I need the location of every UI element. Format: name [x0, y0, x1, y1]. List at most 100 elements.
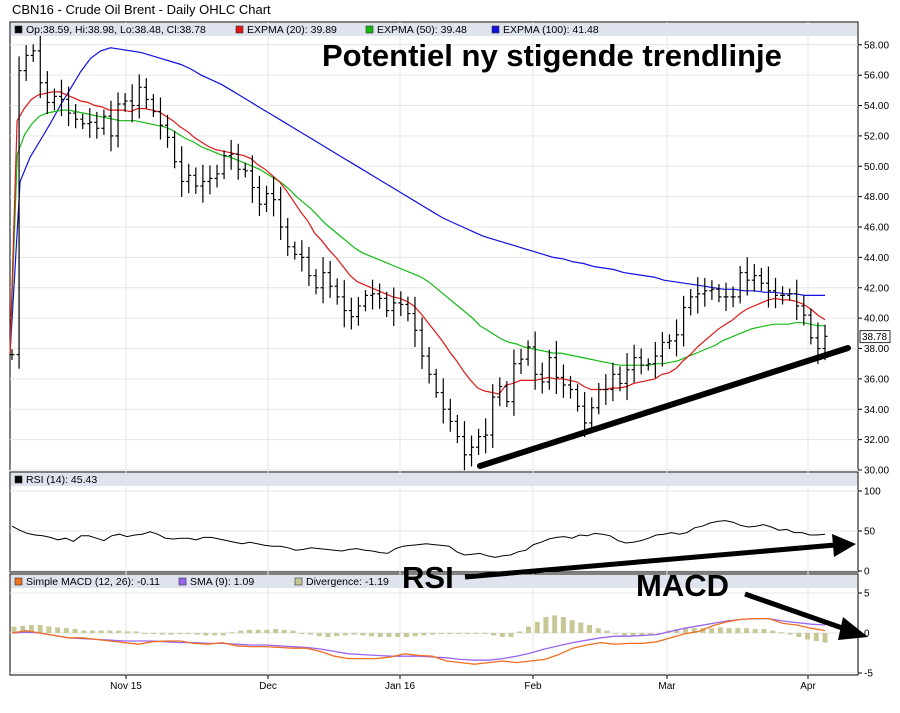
divergence-bar [334, 633, 340, 637]
x-tick-label: Mar [658, 681, 676, 692]
divergence-bar [464, 633, 470, 634]
divergence-bar [787, 633, 793, 635]
legend-bar [11, 23, 857, 36]
ohlc-bar [681, 295, 687, 347]
rsi-tick-label: 50 [864, 527, 876, 538]
divergence-bar [709, 628, 715, 633]
ohlc-bar [737, 265, 743, 304]
divergence-bar [805, 633, 811, 640]
ohlc-bar [483, 418, 489, 454]
ohlc-bar [341, 280, 347, 328]
ohlc-bar [560, 364, 566, 398]
divergence-bar [299, 633, 305, 634]
panel-frame-0 [9, 21, 859, 471]
ohlc-bar [808, 308, 814, 345]
divergence-bar [700, 628, 706, 633]
ohlc-bar [744, 257, 750, 296]
divergence-bar [796, 633, 802, 637]
arrowhead-rsi [832, 534, 856, 557]
divergence-bar [543, 617, 549, 633]
divergence-bar [482, 633, 488, 634]
ohlc-bar [596, 382, 602, 415]
ohlc-bar [355, 296, 361, 326]
ohlc-bar [66, 86, 72, 127]
y-tick-label: 58.00 [864, 40, 889, 51]
divergence-bar [770, 630, 776, 633]
chart-title: CBN16 - Crude Oil Brent - Daily OHLC Cha… [12, 2, 271, 17]
divergence-bar [403, 633, 409, 637]
divergence-bar [412, 633, 418, 637]
svg-text:EXPMA (50): 39.48: EXPMA (50): 39.48 [377, 24, 467, 36]
ohlc-bar [610, 362, 616, 402]
divergence-bar [360, 633, 366, 636]
ohlc-bar [73, 104, 79, 129]
divergence-bar [682, 628, 688, 633]
ohlc-bar [115, 92, 121, 148]
ohlc-bar [271, 176, 277, 217]
ohlc-bar [44, 71, 50, 115]
ohlc-bar [327, 260, 333, 298]
ohlc-bar [143, 78, 149, 109]
ohlc-bar [207, 165, 213, 195]
ohlc-bar [765, 266, 771, 308]
divergence-bar [124, 631, 130, 633]
divergence-bar [89, 630, 95, 633]
divergence-bar [246, 629, 252, 633]
divergence-bar [560, 617, 566, 633]
ohlc-bar [645, 358, 651, 371]
divergence-bar [142, 633, 148, 634]
divergence-bar [473, 633, 479, 634]
x-tick-label: Jan 16 [385, 681, 415, 692]
divergence-bar [307, 633, 313, 635]
divergence-bar [264, 629, 270, 633]
ohlc-bar [23, 45, 29, 81]
ohlc-bar [264, 185, 270, 213]
x-tick-label: Dec [259, 681, 277, 692]
y-tick-label: 36.00 [864, 374, 889, 385]
ohlc-bar [688, 289, 694, 316]
divergence-bar [11, 626, 17, 633]
divergence-bar [395, 633, 401, 637]
svg-text:SMA (9): 1.09: SMA (9): 1.09 [190, 576, 254, 588]
divergence-bar [447, 633, 453, 634]
ohlc-bar [122, 93, 128, 112]
macd-tick-label: 0 [864, 629, 870, 640]
y-tick-label: 40.00 [864, 314, 889, 325]
divergence-bar [491, 633, 497, 636]
ohlc-bar [695, 277, 701, 314]
label-macd: MACD [636, 568, 729, 603]
ohlc-bar [624, 353, 630, 401]
y-tick-label: 30.00 [864, 466, 889, 477]
ohlc-bar [532, 331, 538, 390]
ohlc-bar [497, 377, 503, 407]
ohlc-bar [454, 414, 460, 444]
ohlc-bar [461, 421, 467, 471]
ohlc-bar [575, 384, 581, 412]
divergence-bar [273, 629, 279, 633]
divergence-bar [691, 628, 697, 633]
y-tick-label: 46.00 [864, 223, 889, 234]
label-rsi: RSI [402, 560, 454, 595]
ohlc-bar [214, 164, 220, 188]
ohlc-bar [384, 291, 390, 318]
divergence-bar [20, 625, 26, 633]
ohlc-bar [709, 280, 715, 300]
trendline-macd [744, 591, 849, 633]
svg-text:38.78: 38.78 [862, 332, 887, 343]
divergence-bar [229, 632, 235, 634]
legend-entry: Op:38.59, Hi:38.98, Lo:38.48, Cl:38.78 [14, 24, 206, 36]
ohlc-bar [801, 295, 807, 326]
divergence-bar [98, 630, 104, 633]
ohlc-bar [773, 277, 779, 309]
ohlc-bar [723, 282, 729, 312]
divergence-bar [351, 633, 357, 635]
divergence-bar [46, 626, 52, 633]
ema100-line [9, 47, 825, 355]
last-close-label: 38.78 [859, 330, 891, 343]
divergence-bar [386, 633, 392, 637]
svg-text:Divergence: -1.19: Divergence: -1.19 [306, 576, 389, 588]
ohlc-bar [299, 240, 305, 272]
divergence-bar [526, 626, 532, 633]
divergence-bar [456, 633, 462, 634]
